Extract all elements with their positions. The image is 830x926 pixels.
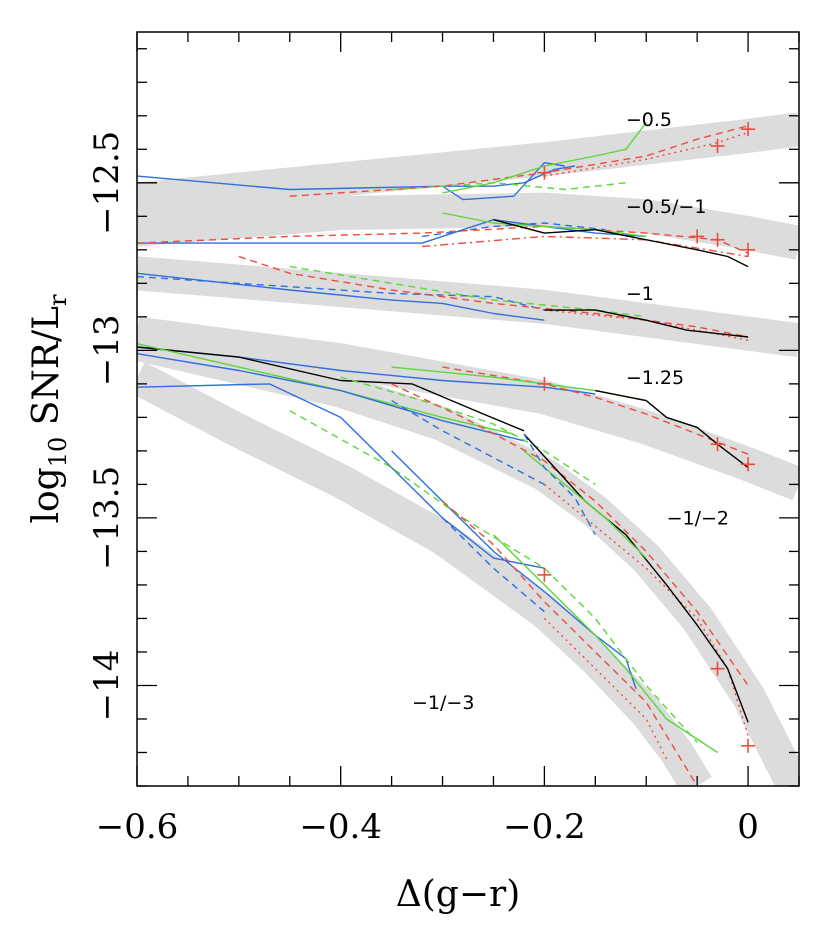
series-green-3 — [289, 265, 647, 318]
cross-marker-0 — [537, 165, 552, 180]
x-axis-title: Δ(g−r) — [396, 874, 521, 915]
series-black-3 — [544, 309, 749, 338]
y-tick-label: −12.5 — [87, 131, 127, 235]
series-red-1b — [544, 131, 749, 177]
band-1 — [137, 192, 799, 260]
cross-marker-1 — [710, 138, 725, 153]
cross-marker-10 — [710, 661, 725, 676]
x-tick-label: −0.6 — [96, 807, 179, 847]
cross-marker-5 — [741, 242, 756, 257]
series-black-4 — [595, 389, 749, 469]
series-blue-1b — [442, 162, 565, 201]
cross-marker-11 — [741, 738, 756, 753]
cross-marker-3 — [690, 229, 705, 244]
series-green-1 — [442, 122, 647, 194]
series-blue-5b — [391, 399, 545, 486]
x-tick-label: −0.4 — [299, 807, 382, 847]
series-green-6b — [493, 534, 718, 754]
annotation-0: −0.5 — [626, 109, 672, 131]
cross-marker-2 — [741, 122, 756, 137]
y-tick-label: −13.5 — [87, 466, 127, 570]
cross-marker-7 — [710, 437, 725, 452]
series-red-5 — [391, 383, 749, 686]
axis-ticks — [136, 32, 800, 787]
annotation-3: −1.25 — [626, 367, 684, 389]
series-green-1b — [391, 182, 626, 191]
x-tick-labels: −0.6 −0.4 −0.2 0 — [96, 807, 759, 847]
x-tick-label: −0.2 — [503, 807, 586, 847]
y-tick-label: −13 — [87, 315, 127, 387]
plot-frame — [136, 31, 800, 787]
series-black-5b — [523, 433, 749, 723]
series-black-2 — [493, 219, 749, 268]
series-black-5a — [137, 346, 525, 432]
series-blue-5a — [137, 353, 525, 442]
x-tick-label: 0 — [737, 807, 759, 847]
series-red-3 — [238, 255, 749, 338]
series-red-2b — [422, 235, 749, 258]
cross-marker-4 — [710, 232, 725, 247]
annotation-5: −1/−3 — [412, 692, 474, 714]
series-blue-5c — [523, 433, 596, 536]
cross-marker-8 — [741, 457, 756, 472]
red-cross-markers — [537, 122, 756, 753]
band-3 — [137, 316, 799, 501]
y-axis-title: log10 SNR/Lr — [26, 294, 72, 524]
annotation-2: −1 — [626, 283, 654, 305]
series-green-5b — [340, 376, 596, 485]
series-green-2 — [442, 212, 647, 238]
y-tick-labels: −12.5 −13 −13.5 −14 — [87, 131, 127, 722]
metallicity-annotations: −0.5 −0.5/−1 −1 −1.25 −1/−2 −1/−3 — [412, 109, 729, 714]
series-blue-3b — [137, 275, 545, 311]
annotation-4: −1/−2 — [667, 508, 729, 530]
y-tick-label: −14 — [87, 650, 127, 722]
series-blue-6a — [137, 383, 545, 569]
band-5 — [137, 362, 712, 786]
cross-marker-6 — [537, 376, 552, 391]
band-4 — [137, 327, 799, 786]
band-0 — [137, 112, 799, 217]
series-blue-3 — [137, 272, 545, 321]
series-red-1 — [289, 125, 749, 197]
series-blue-1 — [137, 165, 576, 191]
cross-marker-9 — [537, 567, 552, 582]
annotation-1: −0.5/−1 — [626, 196, 707, 218]
